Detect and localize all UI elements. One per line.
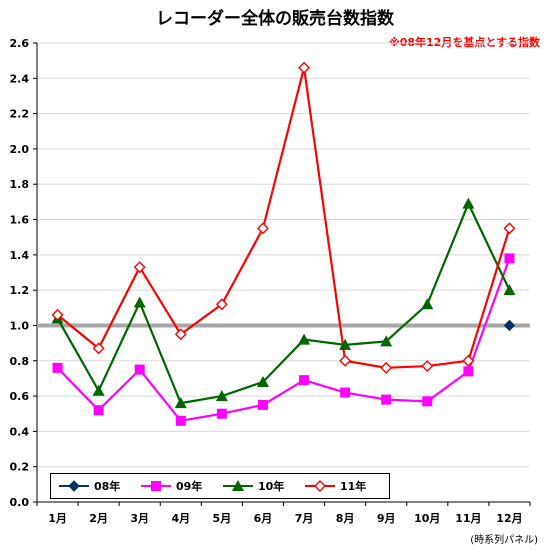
x-tick-label: 4月: [171, 512, 190, 525]
x-tick-label: 9月: [377, 512, 396, 525]
y-tick-label: 2.0: [10, 143, 30, 156]
data-point: [421, 298, 434, 310]
data-point: [462, 354, 475, 367]
x-tick-label: 11月: [455, 512, 481, 525]
data-point: [92, 384, 105, 396]
data-point: [298, 333, 311, 345]
data-point: [503, 284, 516, 296]
data-point: [299, 375, 310, 386]
y-tick-label: 1.2: [10, 284, 30, 297]
x-tick-label: 6月: [254, 512, 273, 525]
legend-label-11: 11年: [340, 480, 367, 493]
y-tick-label: 0.4: [10, 425, 30, 438]
data-point: [257, 399, 268, 410]
data-point: [421, 360, 434, 373]
y-tick-label: 2.6: [10, 37, 30, 50]
legend-symbol: [232, 480, 244, 491]
y-tick-label: 1.8: [10, 178, 30, 191]
data-point: [93, 405, 104, 416]
data-point: [422, 396, 433, 407]
legend: 08年 09年 10年 11年: [50, 473, 390, 499]
legend-symbol: [68, 480, 80, 492]
data-point: [503, 319, 516, 332]
legend-marker-10: [223, 480, 253, 491]
series-line-1: [56, 258, 511, 422]
data-point: [174, 397, 187, 409]
legend-label-09: 09年: [176, 480, 203, 493]
x-tick-label: 8月: [336, 512, 355, 525]
legend-label-10: 10年: [258, 480, 285, 493]
data-point: [92, 342, 105, 355]
data-point: [175, 415, 186, 426]
series-line-2: [56, 200, 511, 405]
x-tick-label: 1月: [48, 512, 67, 525]
data-point: [256, 222, 269, 235]
data-point: [504, 253, 515, 264]
data-point: [256, 375, 269, 387]
x-tick-label: 3月: [130, 512, 149, 525]
chart-title: レコーダー全体の販売台数指数: [156, 9, 394, 29]
data-point: [298, 61, 311, 74]
legend-item-09: 09年: [139, 474, 202, 498]
data-point: [380, 335, 393, 347]
data-point: [133, 296, 146, 308]
data-point: [215, 390, 228, 402]
series-line-3: [56, 67, 511, 369]
y-tick-label: 1.0: [10, 319, 30, 332]
y-tick-label: 1.4: [10, 249, 30, 262]
data-point: [462, 197, 475, 209]
y-tick-label: 0.0: [10, 496, 30, 509]
data-point: [215, 298, 228, 311]
data-point: [134, 364, 145, 375]
source-note: (時系列パネル): [470, 535, 538, 546]
data-point: [216, 408, 227, 419]
x-tick-label: 2月: [89, 512, 108, 525]
legend-label-08: 08年: [94, 480, 121, 493]
data-point: [52, 362, 63, 373]
data-point: [339, 338, 352, 350]
data-point: [339, 354, 352, 367]
data-point: [380, 361, 393, 374]
legend-item-08: 08年: [57, 474, 120, 498]
y-tick-label: 2.4: [10, 72, 30, 85]
x-tick-label: 10月: [414, 512, 440, 525]
legend-item-10: 10年: [221, 474, 284, 498]
data-point: [463, 366, 474, 377]
data-point: [340, 387, 351, 398]
legend-item-11: 11年: [303, 474, 366, 498]
y-tick-label: 0.6: [10, 390, 30, 403]
data-point: [51, 308, 64, 321]
legend-symbol: [151, 481, 161, 491]
x-tick-label: 5月: [213, 512, 232, 525]
data-point: [503, 222, 516, 235]
data-point: [174, 328, 187, 341]
legend-marker-08: [59, 480, 89, 492]
y-tick-label: 2.2: [10, 108, 30, 121]
legend-marker-09: [141, 481, 171, 491]
legend-symbol: [314, 480, 326, 492]
y-tick-label: 0.8: [10, 355, 30, 368]
y-tick-label: 0.2: [10, 461, 30, 474]
y-tick-label: 1.6: [10, 214, 30, 227]
data-point: [381, 394, 392, 405]
x-tick-label: 7月: [295, 512, 314, 525]
data-point: [133, 261, 146, 274]
x-tick-label: 12月: [496, 512, 522, 525]
legend-marker-11: [305, 480, 335, 492]
